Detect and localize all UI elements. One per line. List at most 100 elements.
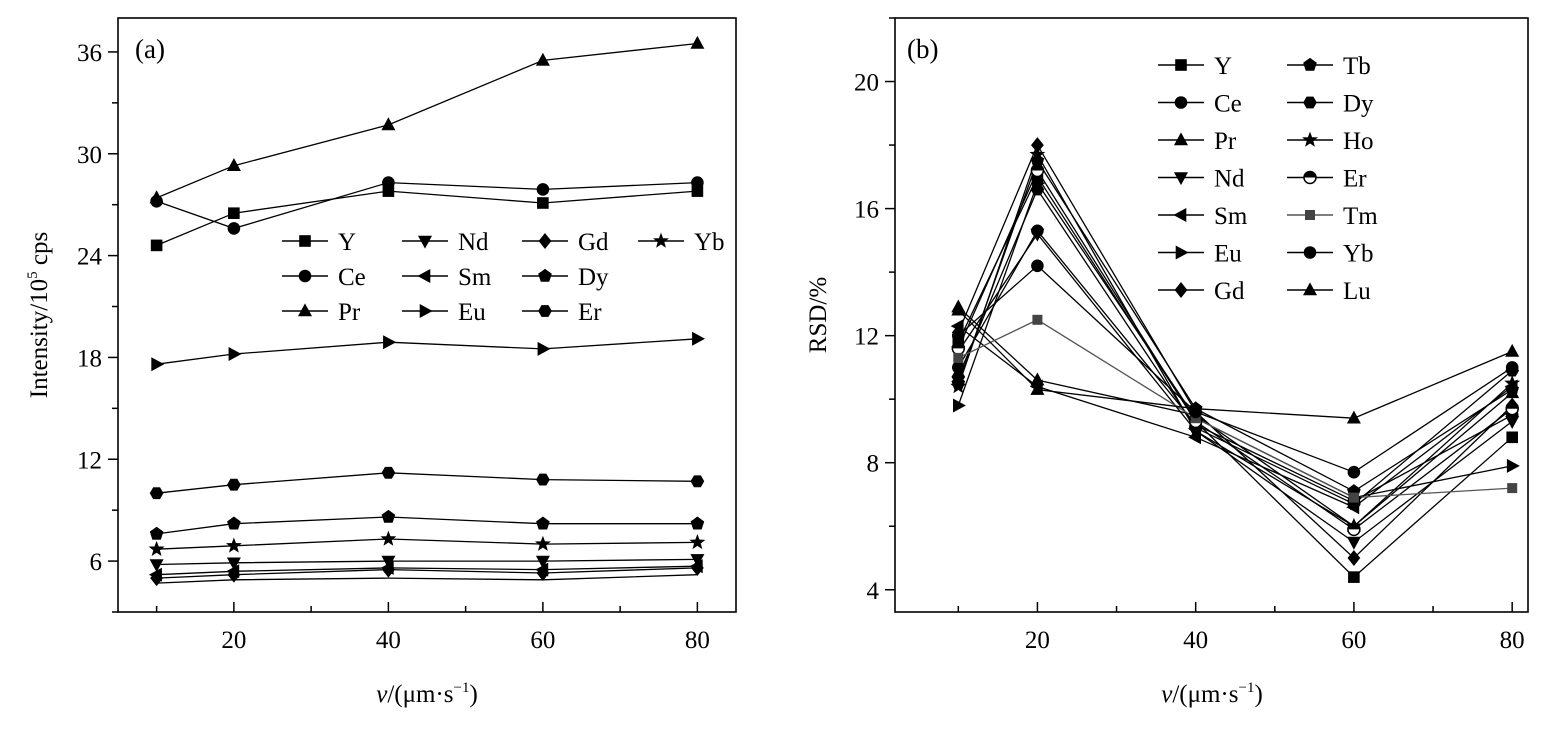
data-point-eu: [952, 398, 966, 413]
data-point-pr: [381, 117, 396, 131]
plot-frame-a: [117, 17, 737, 613]
data-point-gd: [1347, 550, 1361, 566]
legend-marker-lu: [1302, 282, 1318, 296]
x-axis-label-italic-b: v: [1161, 681, 1173, 708]
data-point-pr: [149, 190, 164, 204]
panel-label-a: (a): [135, 34, 165, 64]
legend-marker-tb: [1303, 57, 1317, 71]
data-point-dy: [227, 516, 241, 530]
data-point-lu: [1346, 410, 1361, 424]
series-line-ce: [156, 181, 698, 230]
panel-label-b: (b): [907, 34, 938, 64]
legend-label-sm: Sm: [1214, 203, 1248, 230]
data-point-nd: [1505, 416, 1520, 430]
x-axis-label-italic-a: v: [376, 681, 388, 708]
legend-label-yb: Yb: [694, 229, 725, 256]
chart-panel-b: 20 40 60 80 4 8 12 16 20 Y Ce Pr Nd Sm Eu Gd Tb Dy Ho Er Tm…: [805, 17, 1529, 708]
x-tick-label-1: 20: [1025, 627, 1050, 654]
legend-label-sm: Sm: [458, 264, 492, 291]
data-point-eu: [1506, 458, 1520, 473]
x-axis-label-unit-b: /(μm·s: [1172, 681, 1238, 708]
legend-label-lu: Lu: [1343, 278, 1371, 305]
series-line-pr: [156, 42, 698, 199]
data-point-pr: [535, 52, 550, 66]
y-tick-label-0: 24: [77, 244, 103, 271]
data-point-er: [149, 487, 164, 500]
y-tick-label-0: 36: [77, 40, 102, 67]
legend-label-ce: Ce: [338, 264, 366, 291]
legend-label-ce: Ce: [1214, 91, 1242, 118]
legend-marker-y: [299, 235, 311, 247]
data-point-dy: [1030, 183, 1045, 196]
legend-label-gd: Gd: [1214, 278, 1245, 305]
x-tick-label-0: 60: [530, 627, 555, 654]
data-point-ce: [227, 222, 241, 235]
data-point-er: [1347, 522, 1361, 537]
y-axis-label-b: RSD/%: [805, 277, 832, 353]
axis-ticks-b: 20 40 60 80 4 8 12 16 20: [854, 17, 1525, 654]
data-point-pr: [226, 158, 241, 171]
data-point-er: [536, 473, 550, 486]
legend-marker-gd: [538, 233, 552, 249]
x-tick-label-0: 40: [376, 627, 401, 654]
legend-marker-eu: [419, 303, 433, 319]
series-line-lu: [957, 309, 1513, 419]
x-tick-label-1: 40: [1183, 627, 1208, 654]
data-point-nd: [149, 559, 164, 573]
series-line-unlabeled-10: [156, 574, 698, 584]
data-point-nd: [226, 557, 241, 571]
legend-marker-ce: [298, 269, 312, 283]
data-point-er: [381, 466, 396, 479]
legend-label-y: Y: [1214, 53, 1232, 80]
data-point-ho: [950, 378, 967, 394]
series-line-eu: [156, 338, 698, 365]
data-point-er: [227, 478, 241, 491]
data-point-lu: [1505, 343, 1520, 357]
data-point-y: [228, 207, 240, 219]
x-axis-label-a: v/(μm·s−1): [376, 680, 478, 708]
data-point-er: [1030, 163, 1045, 178]
legend-marker-yb: [653, 232, 669, 248]
data-point-nd: [1346, 536, 1361, 550]
y-tick-label-0: 6: [90, 549, 103, 576]
x-axis-label-close-b: ): [1254, 681, 1262, 708]
data-point-y: [1506, 431, 1518, 444]
x-tick-label-0: 20: [221, 627, 246, 654]
data-point-dy: [536, 516, 550, 530]
legend-label-yb: Yb: [1343, 241, 1374, 268]
legend-label-tm: Tm: [1343, 203, 1378, 230]
legend-label-dy: Dy: [578, 264, 609, 291]
data-point-y: [150, 239, 163, 252]
data-point-tm: [1507, 483, 1518, 494]
y-tick-label-1: 12: [854, 324, 879, 351]
series-markers-b: [950, 137, 1521, 583]
y-tick-label-0: 30: [77, 142, 102, 169]
legend-marker-nd: [417, 235, 433, 249]
legend-marker-ho: [1302, 131, 1318, 147]
data-point-dy: [690, 516, 705, 530]
data-point-gd: [536, 565, 550, 581]
data-point-ho: [1187, 422, 1204, 438]
legend-label-dy: Dy: [1343, 91, 1374, 118]
data-point-eu: [692, 331, 706, 346]
data-point-eu: [383, 335, 397, 350]
data-point-yb: [1505, 361, 1519, 374]
legend-marker-y: [1175, 59, 1187, 71]
legend-label-pr: Pr: [338, 299, 361, 326]
data-point-ce: [382, 176, 395, 189]
series-markers-a: [148, 35, 706, 587]
data-point-yb: [951, 329, 965, 342]
x-axis-label-unit-a: /(μm·s: [387, 681, 453, 708]
legend-label-nd: Nd: [458, 229, 489, 256]
data-point-gd: [227, 566, 241, 583]
legend-label-er: Er: [1343, 166, 1367, 193]
series-line-sm: [957, 325, 1513, 508]
data-point-tm: [1032, 314, 1043, 325]
legend-label-ho: Ho: [1343, 128, 1374, 155]
legend-marker-yb: [1303, 246, 1317, 259]
legend-marker-er: [538, 305, 552, 317]
data-point-lu: [1030, 381, 1045, 395]
y-tick-label-1: 16: [854, 197, 879, 224]
